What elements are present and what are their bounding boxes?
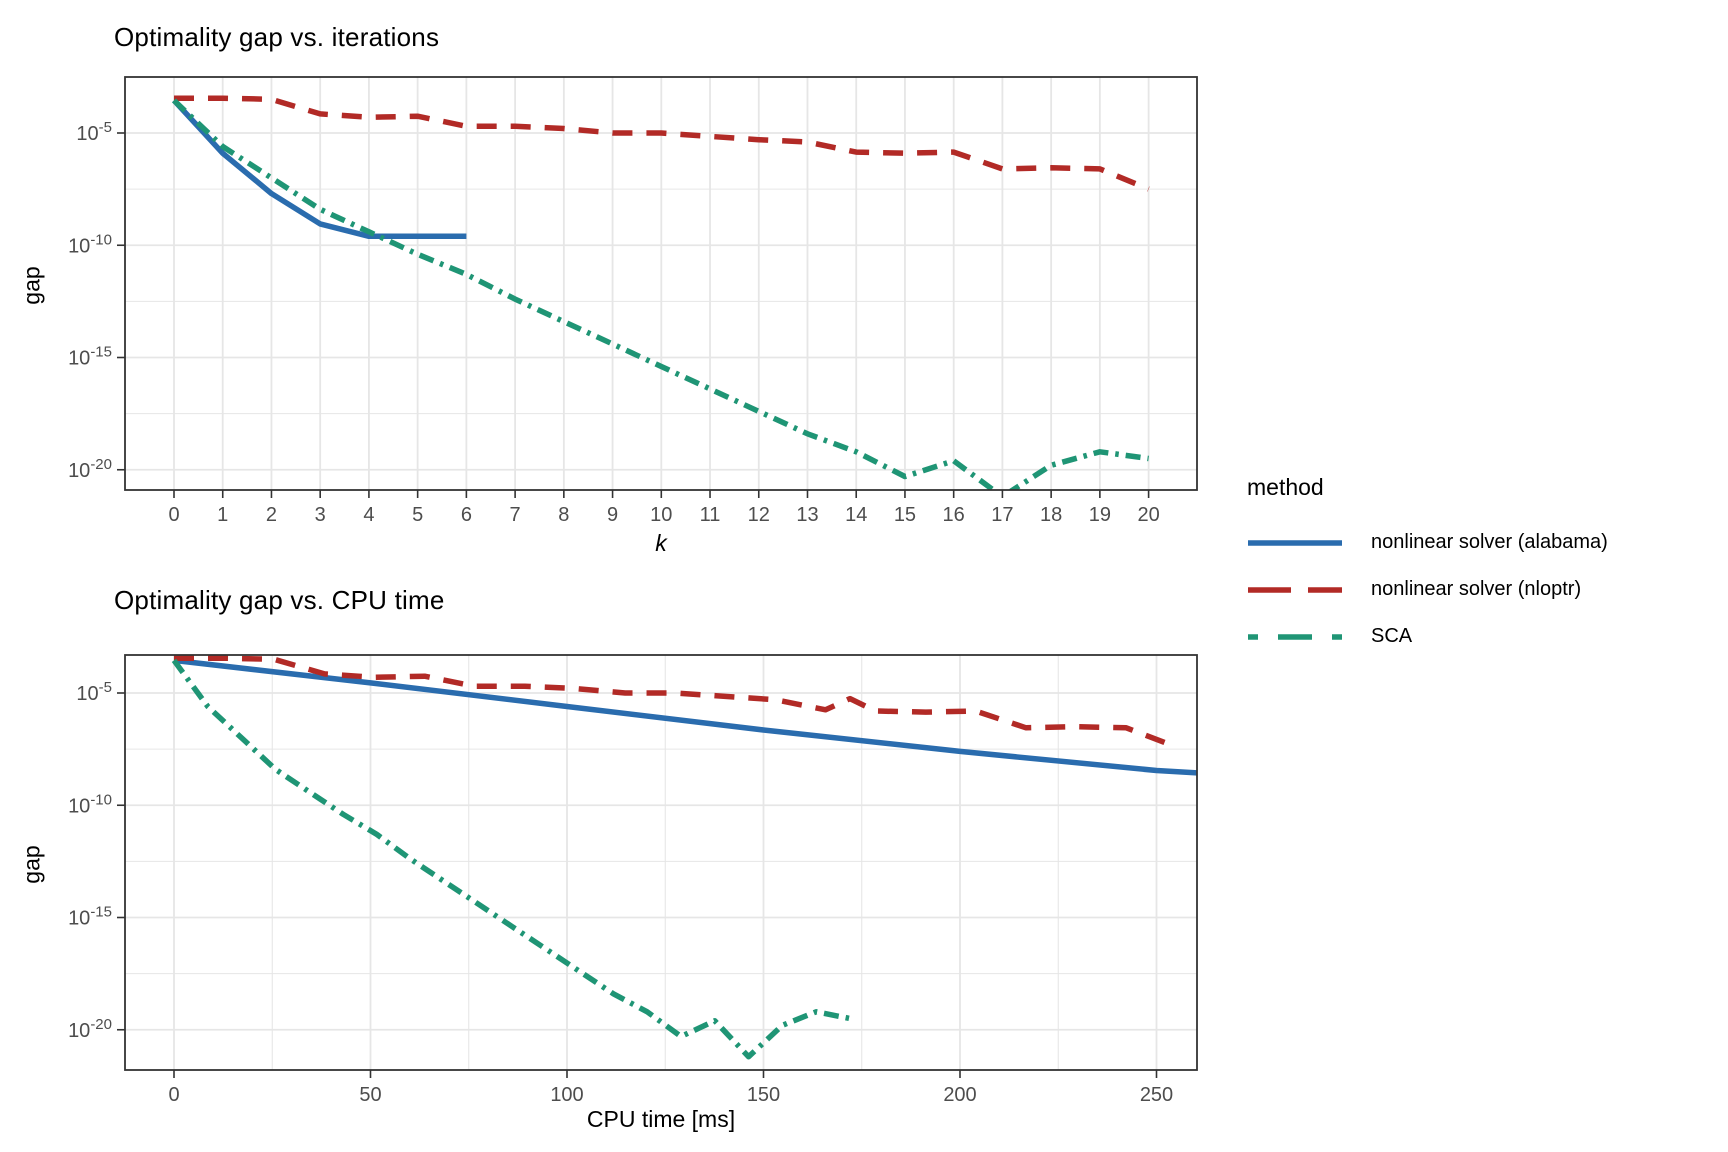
chart2-title: Optimality gap vs. CPU time (114, 585, 445, 615)
x-tick-label: 6 (461, 504, 472, 526)
series-line-sca (171, 658, 851, 1060)
y-tick-label: 10-5 (76, 119, 112, 145)
x-tick-label: 9 (607, 504, 618, 526)
x-tick-label: 3 (315, 504, 326, 526)
y-tick-label: 10-15 (68, 344, 112, 370)
legend-label: SCA (1371, 625, 1413, 647)
y-tick-label: 10-15 (68, 904, 112, 930)
series-line-sca (172, 98, 1149, 490)
chart1-x-axis-label: k (655, 530, 667, 556)
legend-title: method (1247, 474, 1324, 500)
x-tick-label: 13 (796, 504, 818, 526)
legend-item-nloptr: nonlinear solver (nloptr) (1247, 566, 1707, 613)
x-tick-label: 0 (168, 504, 179, 526)
x-tick-label: 0 (168, 1084, 179, 1106)
dashed-line-icon (1248, 586, 1342, 593)
x-tick-label: 14 (845, 504, 867, 526)
dashdot-line-icon (1248, 633, 1342, 640)
x-tick-label: 20 (1137, 504, 1159, 526)
x-tick-label: 4 (363, 504, 374, 526)
series-line-nloptr (174, 95, 1150, 192)
x-tick-label: 8 (558, 504, 569, 526)
legend-label: nonlinear solver (alabama) (1371, 531, 1608, 553)
series-line-alabama (171, 98, 467, 240)
series-line-nloptr (174, 655, 1178, 750)
legend-item-sca: SCA (1247, 613, 1707, 660)
y-tick-label: 10-10 (68, 791, 112, 817)
x-tick-label: 11 (700, 504, 721, 526)
x-tick-label: 17 (991, 504, 1013, 526)
chart1-y-axis-label: gap (18, 266, 45, 305)
x-tick-label: 5 (412, 504, 423, 526)
x-tick-label: 200 (943, 1084, 976, 1106)
x-tick-label: 100 (550, 1084, 583, 1106)
legend: method nonlinear solver (alabama) nonlin… (1247, 474, 1707, 660)
y-tick-label: 10-20 (68, 1016, 112, 1042)
x-tick-label: 10 (650, 504, 672, 526)
x-tick-label: 16 (943, 504, 965, 526)
solid-line-icon (1248, 539, 1342, 546)
x-tick-label: 12 (748, 504, 770, 526)
y-tick-label: 10-5 (76, 679, 112, 705)
x-tick-label: 19 (1089, 504, 1111, 526)
panel-border (124, 654, 1198, 1071)
x-tick-label: 1 (217, 504, 228, 526)
x-tick-label: 250 (1140, 1084, 1173, 1106)
x-tick-label: 15 (894, 504, 916, 526)
x-tick-label: 50 (359, 1084, 381, 1106)
x-tick-label: 7 (510, 504, 521, 526)
x-tick-label: 18 (1040, 504, 1062, 526)
y-tick-label: 10-20 (68, 456, 112, 482)
panel-border (124, 76, 1198, 491)
chart1-title: Optimality gap vs. iterations (114, 22, 440, 52)
x-tick-label: 2 (266, 504, 277, 526)
legend-label: nonlinear solver (nloptr) (1371, 578, 1582, 600)
y-tick-label: 10-10 (68, 231, 112, 257)
x-tick-label: 150 (747, 1084, 780, 1106)
chart2-y-axis-label: gap (18, 845, 45, 884)
chart2-x-axis-label: CPU time [ms] (586, 1106, 736, 1132)
legend-item-alabama: nonlinear solver (alabama) (1247, 519, 1707, 566)
series-line-alabama (173, 657, 1197, 776)
